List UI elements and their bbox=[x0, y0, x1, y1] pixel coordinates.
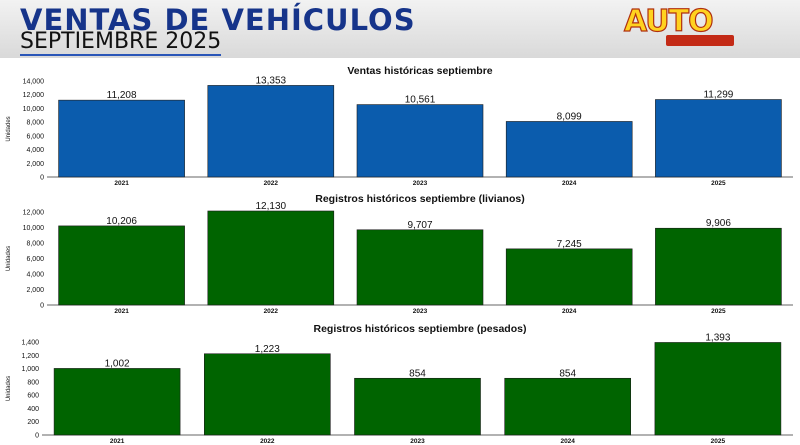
y-tick-label: 1,200 bbox=[21, 353, 39, 360]
y-tick-label: 2,000 bbox=[26, 287, 44, 294]
bar bbox=[504, 377, 632, 436]
chart-title: Registros históricos septiembre (liviano… bbox=[315, 193, 524, 205]
y-tick-label: 400 bbox=[27, 406, 39, 413]
y-tick-label: 8,000 bbox=[26, 241, 44, 248]
y-tick-label: 10,000 bbox=[23, 225, 45, 232]
y-tick-label: 0 bbox=[40, 175, 44, 182]
chart-title: Registros históricos septiembre (pesados… bbox=[314, 323, 527, 335]
chart-livianos: Registros históricos septiembre (liviano… bbox=[6, 193, 793, 315]
page-title: VENTAS DE VEHÍCULOS bbox=[20, 3, 416, 37]
chart-title: Ventas históricas septiembre bbox=[347, 65, 492, 77]
data-label: 12,130 bbox=[256, 201, 287, 212]
y-tick-label: 6,000 bbox=[26, 133, 44, 140]
x-tick-label: 2021 bbox=[110, 438, 125, 445]
x-tick-label: 2022 bbox=[264, 180, 279, 187]
data-label: 11,208 bbox=[107, 90, 137, 101]
y-tick-label: 14,000 bbox=[23, 79, 45, 86]
chart-pesados: Registros históricos septiembre (pesados… bbox=[6, 323, 793, 445]
y-tick-label: 800 bbox=[27, 379, 39, 386]
bar bbox=[505, 121, 633, 178]
chart-ventas: Ventas históricas septiembre Unidades 0 2,0… bbox=[6, 65, 793, 187]
bar bbox=[207, 85, 335, 178]
y-tick-label: 12,000 bbox=[23, 92, 45, 99]
logo-wordmark: AUTO bbox=[623, 4, 714, 39]
data-label: 10,206 bbox=[106, 216, 137, 227]
bar bbox=[53, 368, 181, 436]
y-tick-label: 6,000 bbox=[26, 256, 44, 263]
bar bbox=[356, 104, 484, 178]
data-label: 1,393 bbox=[705, 332, 730, 343]
y-tick-label: 1,000 bbox=[21, 366, 39, 373]
x-tick-label: 2024 bbox=[562, 308, 577, 315]
x-tick-label: 2025 bbox=[711, 308, 726, 315]
y-axis-label: Unidades bbox=[6, 246, 12, 271]
data-label: 1,223 bbox=[255, 344, 280, 355]
y-tick-label: 0 bbox=[40, 303, 44, 310]
x-tick-label: 2022 bbox=[260, 438, 275, 445]
data-label: 1,002 bbox=[105, 358, 130, 369]
page-subtitle: SEPTIEMBRE 2025 bbox=[20, 29, 222, 56]
data-label: 13,353 bbox=[256, 75, 287, 86]
data-label: 854 bbox=[559, 368, 576, 379]
data-label: 8,099 bbox=[557, 111, 582, 122]
header: VENTAS DE VEHÍCULOS SEPTIEMBRE 2025 AUTO bbox=[0, 0, 800, 58]
x-tick-label: 2021 bbox=[114, 308, 129, 315]
bar bbox=[505, 248, 633, 306]
y-tick-label: 10,000 bbox=[23, 106, 45, 113]
bar bbox=[655, 227, 782, 306]
x-tick-label: 2023 bbox=[410, 438, 425, 445]
x-tick-label: 2024 bbox=[560, 438, 575, 445]
bar bbox=[655, 99, 782, 178]
y-tick-label: 200 bbox=[27, 419, 39, 426]
data-label: 10,561 bbox=[405, 95, 436, 106]
y-tick-label: 2,000 bbox=[26, 161, 44, 168]
bar bbox=[207, 210, 335, 306]
data-label: 854 bbox=[409, 368, 426, 379]
data-label: 9,906 bbox=[706, 218, 731, 229]
data-label: 11,299 bbox=[703, 90, 733, 101]
bar bbox=[654, 342, 782, 436]
bar bbox=[204, 353, 331, 436]
y-tick-label: 1,400 bbox=[21, 340, 39, 347]
x-tick-label: 2023 bbox=[413, 308, 428, 315]
bar bbox=[354, 377, 481, 436]
data-label: 9,707 bbox=[407, 220, 432, 231]
x-tick-label: 2022 bbox=[264, 308, 279, 315]
y-tick-label: 0 bbox=[35, 433, 39, 440]
x-tick-label: 2025 bbox=[711, 438, 726, 445]
x-tick-label: 2024 bbox=[562, 180, 577, 187]
x-tick-label: 2025 bbox=[711, 180, 726, 187]
y-tick-label: 4,000 bbox=[26, 272, 44, 279]
logo-tagline-bar bbox=[666, 35, 734, 46]
x-tick-label: 2021 bbox=[114, 180, 129, 187]
y-axis-label: Unidades bbox=[6, 376, 12, 401]
auto-logo: AUTO bbox=[623, 4, 736, 48]
x-tick-label: 2023 bbox=[413, 180, 428, 187]
data-label: 7,245 bbox=[557, 239, 582, 250]
y-tick-label: 12,000 bbox=[23, 210, 45, 217]
y-tick-label: 600 bbox=[27, 393, 39, 400]
bar bbox=[58, 99, 185, 178]
bar bbox=[58, 225, 185, 306]
y-tick-label: 8,000 bbox=[26, 120, 44, 127]
y-tick-label: 4,000 bbox=[26, 147, 44, 154]
bar bbox=[356, 229, 484, 306]
y-axis-label: Unidades bbox=[6, 116, 12, 141]
